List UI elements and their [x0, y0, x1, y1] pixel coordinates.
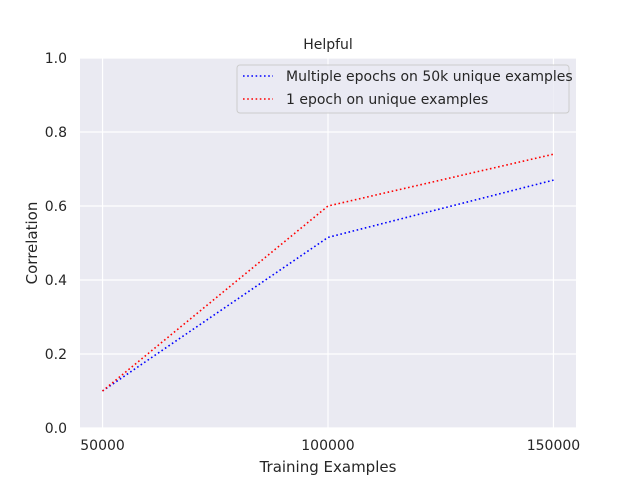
series-line-1 [101, 153, 554, 392]
y-tick-label: 0.2 [45, 347, 67, 363]
y-tick-labels: 0.0 0.2 0.4 0.6 0.8 1.0 [45, 51, 67, 437]
chart-title: Helpful [303, 37, 353, 53]
legend-label-0: Multiple epochs on 50k unique examples [286, 69, 573, 85]
y-tick-label: 0.0 [45, 421, 67, 437]
legend: Multiple epochs on 50k unique examples 1… [236, 64, 573, 114]
y-tick-label: 0.4 [45, 273, 67, 289]
x-tick-labels: 50000 100000 150000 [80, 438, 580, 454]
y-tick-label: 0.6 [45, 199, 67, 215]
y-tick-label: 0.8 [45, 125, 67, 141]
x-axis-label: Training Examples [259, 458, 397, 476]
y-tick-label: 1.0 [45, 51, 67, 67]
legend-box [236, 64, 570, 114]
grid [80, 57, 576, 429]
series-lines [101, 153, 554, 392]
x-tick-label: 50000 [80, 438, 125, 454]
x-tick-label: 100000 [301, 438, 354, 454]
x-tick-label: 150000 [527, 438, 580, 454]
legend-label-1: 1 epoch on unique examples [286, 92, 488, 108]
y-axis-label: Correlation [23, 202, 41, 285]
